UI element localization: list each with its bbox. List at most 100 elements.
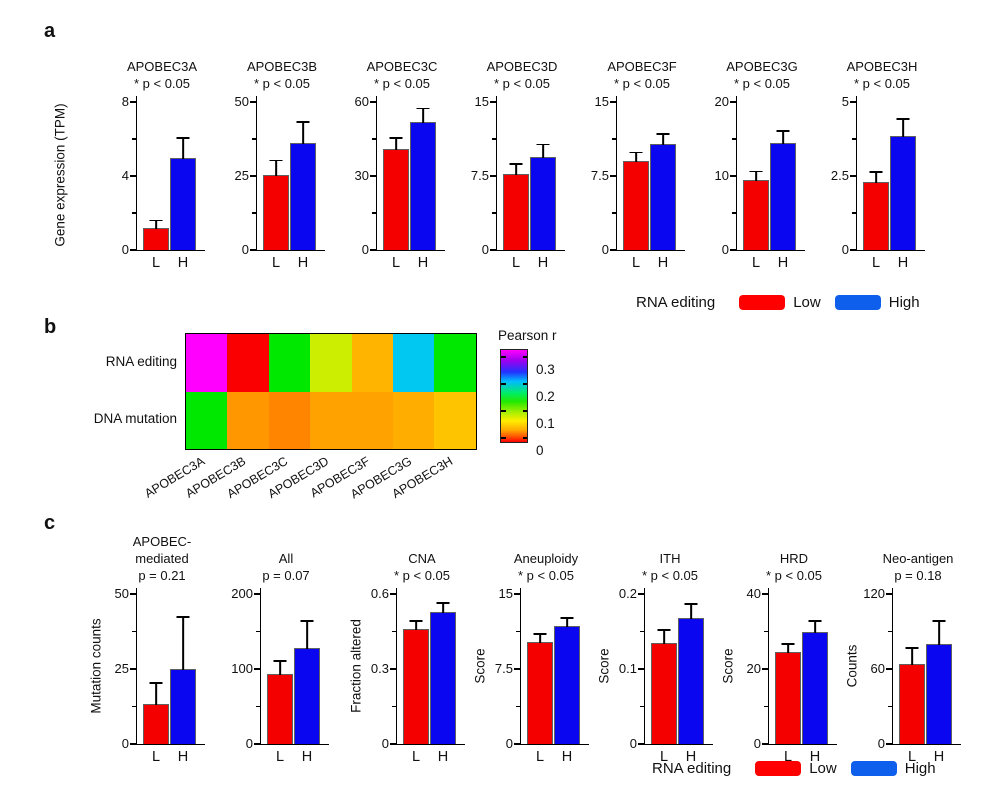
colorbar-tick-label: 0.1: [536, 416, 555, 431]
bar-slot: H: [530, 96, 556, 271]
x-category-label: L: [151, 749, 161, 765]
y-tick-minor: [851, 138, 856, 140]
bar-slot: H: [678, 588, 704, 765]
bar-low: [143, 703, 169, 744]
error-bar-cap: [533, 633, 547, 635]
y-tick-major: [610, 175, 616, 177]
bar-low: [775, 652, 801, 744]
y-tick-major: [850, 101, 856, 103]
panel-a-charts-row: Gene expression (TPM) APOBEC3A * p < 0.05…: [53, 56, 925, 271]
y-tick-major: [370, 101, 376, 103]
error-bar-cap: [296, 121, 310, 123]
heatmap-cell: [392, 391, 435, 449]
chart-p-value: * p < 0.05: [853, 75, 911, 91]
x-category-label: L: [411, 749, 421, 765]
chart-y-axis-title: Fraction altered: [348, 619, 364, 713]
chart-plot-area: 0 25 50 L H: [115, 587, 205, 765]
y-tick-label: 0: [629, 735, 637, 751]
y-tick-major: [250, 175, 256, 177]
error-bar-cap: [749, 170, 763, 173]
error-bar-line: [415, 621, 417, 630]
y-tick-label: 0.3: [370, 660, 389, 676]
y-tick-label: 0: [245, 735, 253, 751]
heatmap-cell: [351, 334, 393, 392]
error-bar-line: [663, 630, 665, 644]
bar-slot: H: [770, 96, 796, 271]
y-tick-label: 0: [361, 241, 369, 257]
chart-plot-area: 0 0.3 0.6 L H: [371, 587, 465, 765]
chart-p-value: * p < 0.05: [393, 567, 451, 583]
heatmap-cell: [186, 334, 228, 392]
y-tick-minor: [255, 630, 260, 633]
y-tick-major: [254, 743, 260, 745]
chart-title: ITH * p < 0.05: [628, 528, 712, 584]
bar-slot: H: [650, 96, 676, 271]
legend-low-swatch: [739, 295, 786, 310]
error-bar-cap: [656, 132, 670, 135]
y-tick-label: 0.1: [618, 660, 637, 676]
y-tick-major: [490, 249, 496, 251]
error-bar-line: [395, 139, 397, 150]
bar-low: [383, 148, 409, 250]
error-bar-line: [566, 619, 568, 627]
y-tick-minor: [491, 212, 496, 214]
y-tick-label: 60: [354, 93, 369, 109]
bar-low: [263, 174, 289, 250]
x-category-label: H: [933, 749, 945, 765]
chart-title-line: APOBEC3F: [607, 58, 677, 74]
y-tick-minor: [611, 138, 616, 140]
error-bar-line: [155, 221, 157, 229]
y-tick-major: [610, 249, 616, 251]
bar-low: [863, 181, 889, 250]
bar-high: [926, 644, 952, 744]
chart-neo-antigen: Neo-antigen p = 0.18 0 60 120 L H Counts: [844, 528, 961, 765]
chart-plot-area: 0 30 60 L H: [355, 95, 445, 271]
y-tick-label: 40: [746, 585, 761, 601]
x-category-label: L: [535, 749, 545, 765]
y-tick-minor: [639, 705, 644, 708]
panel-b-label: b: [44, 316, 57, 338]
y-tick-label: 0.2: [618, 585, 637, 601]
bar-slot: H: [430, 588, 456, 765]
y-tick-major: [886, 593, 892, 595]
y-tick-major: [762, 668, 768, 670]
error-bar-line: [539, 635, 541, 643]
y-tick-major: [762, 593, 768, 595]
legend-title: RNA editing: [652, 760, 732, 777]
error-bar-cap: [176, 616, 190, 618]
chart-y-axis-title: Counts: [844, 644, 860, 688]
chart-title: APOBEC3B * p < 0.05: [240, 56, 324, 92]
panel-a-legend: RNA editing Low High: [636, 294, 934, 311]
chart-cna: CNA * p < 0.05 0 0.3 0.6 L H Fraction altered: [348, 528, 465, 765]
chart-apobec3b: APOBEC3B * p < 0.05 0 25 50 L H: [212, 56, 325, 271]
error-bar-line: [279, 661, 281, 676]
heatmap-cell: [186, 391, 228, 449]
chart-p-value: * p < 0.05: [493, 75, 551, 91]
y-tick-label: 0: [877, 735, 885, 751]
bar-high: [678, 618, 704, 744]
error-bar-line: [662, 134, 664, 146]
x-category-label: H: [809, 749, 821, 765]
error-bar-cap: [436, 602, 450, 604]
y-tick-label: 20: [746, 660, 761, 676]
chart-title: HRD * p < 0.05: [752, 528, 836, 584]
y-tick-major: [130, 743, 136, 745]
y-tick-label: 0: [753, 735, 761, 751]
chart-apobec3d: APOBEC3D * p < 0.05 0 7.5 15 L H: [452, 56, 565, 271]
y-tick-label: 4: [121, 167, 129, 183]
y-tick-minor: [763, 630, 768, 633]
y-tick-major: [730, 249, 736, 251]
error-bar-cap: [629, 151, 643, 154]
error-bar-line: [155, 684, 157, 705]
y-tick-label: 0: [241, 241, 249, 257]
legend-low-label: Low: [809, 760, 837, 777]
x-category-label: L: [275, 749, 285, 765]
y-tick-major: [370, 175, 376, 177]
y-tick-minor: [131, 212, 136, 214]
colorbar-tick: [501, 410, 506, 412]
